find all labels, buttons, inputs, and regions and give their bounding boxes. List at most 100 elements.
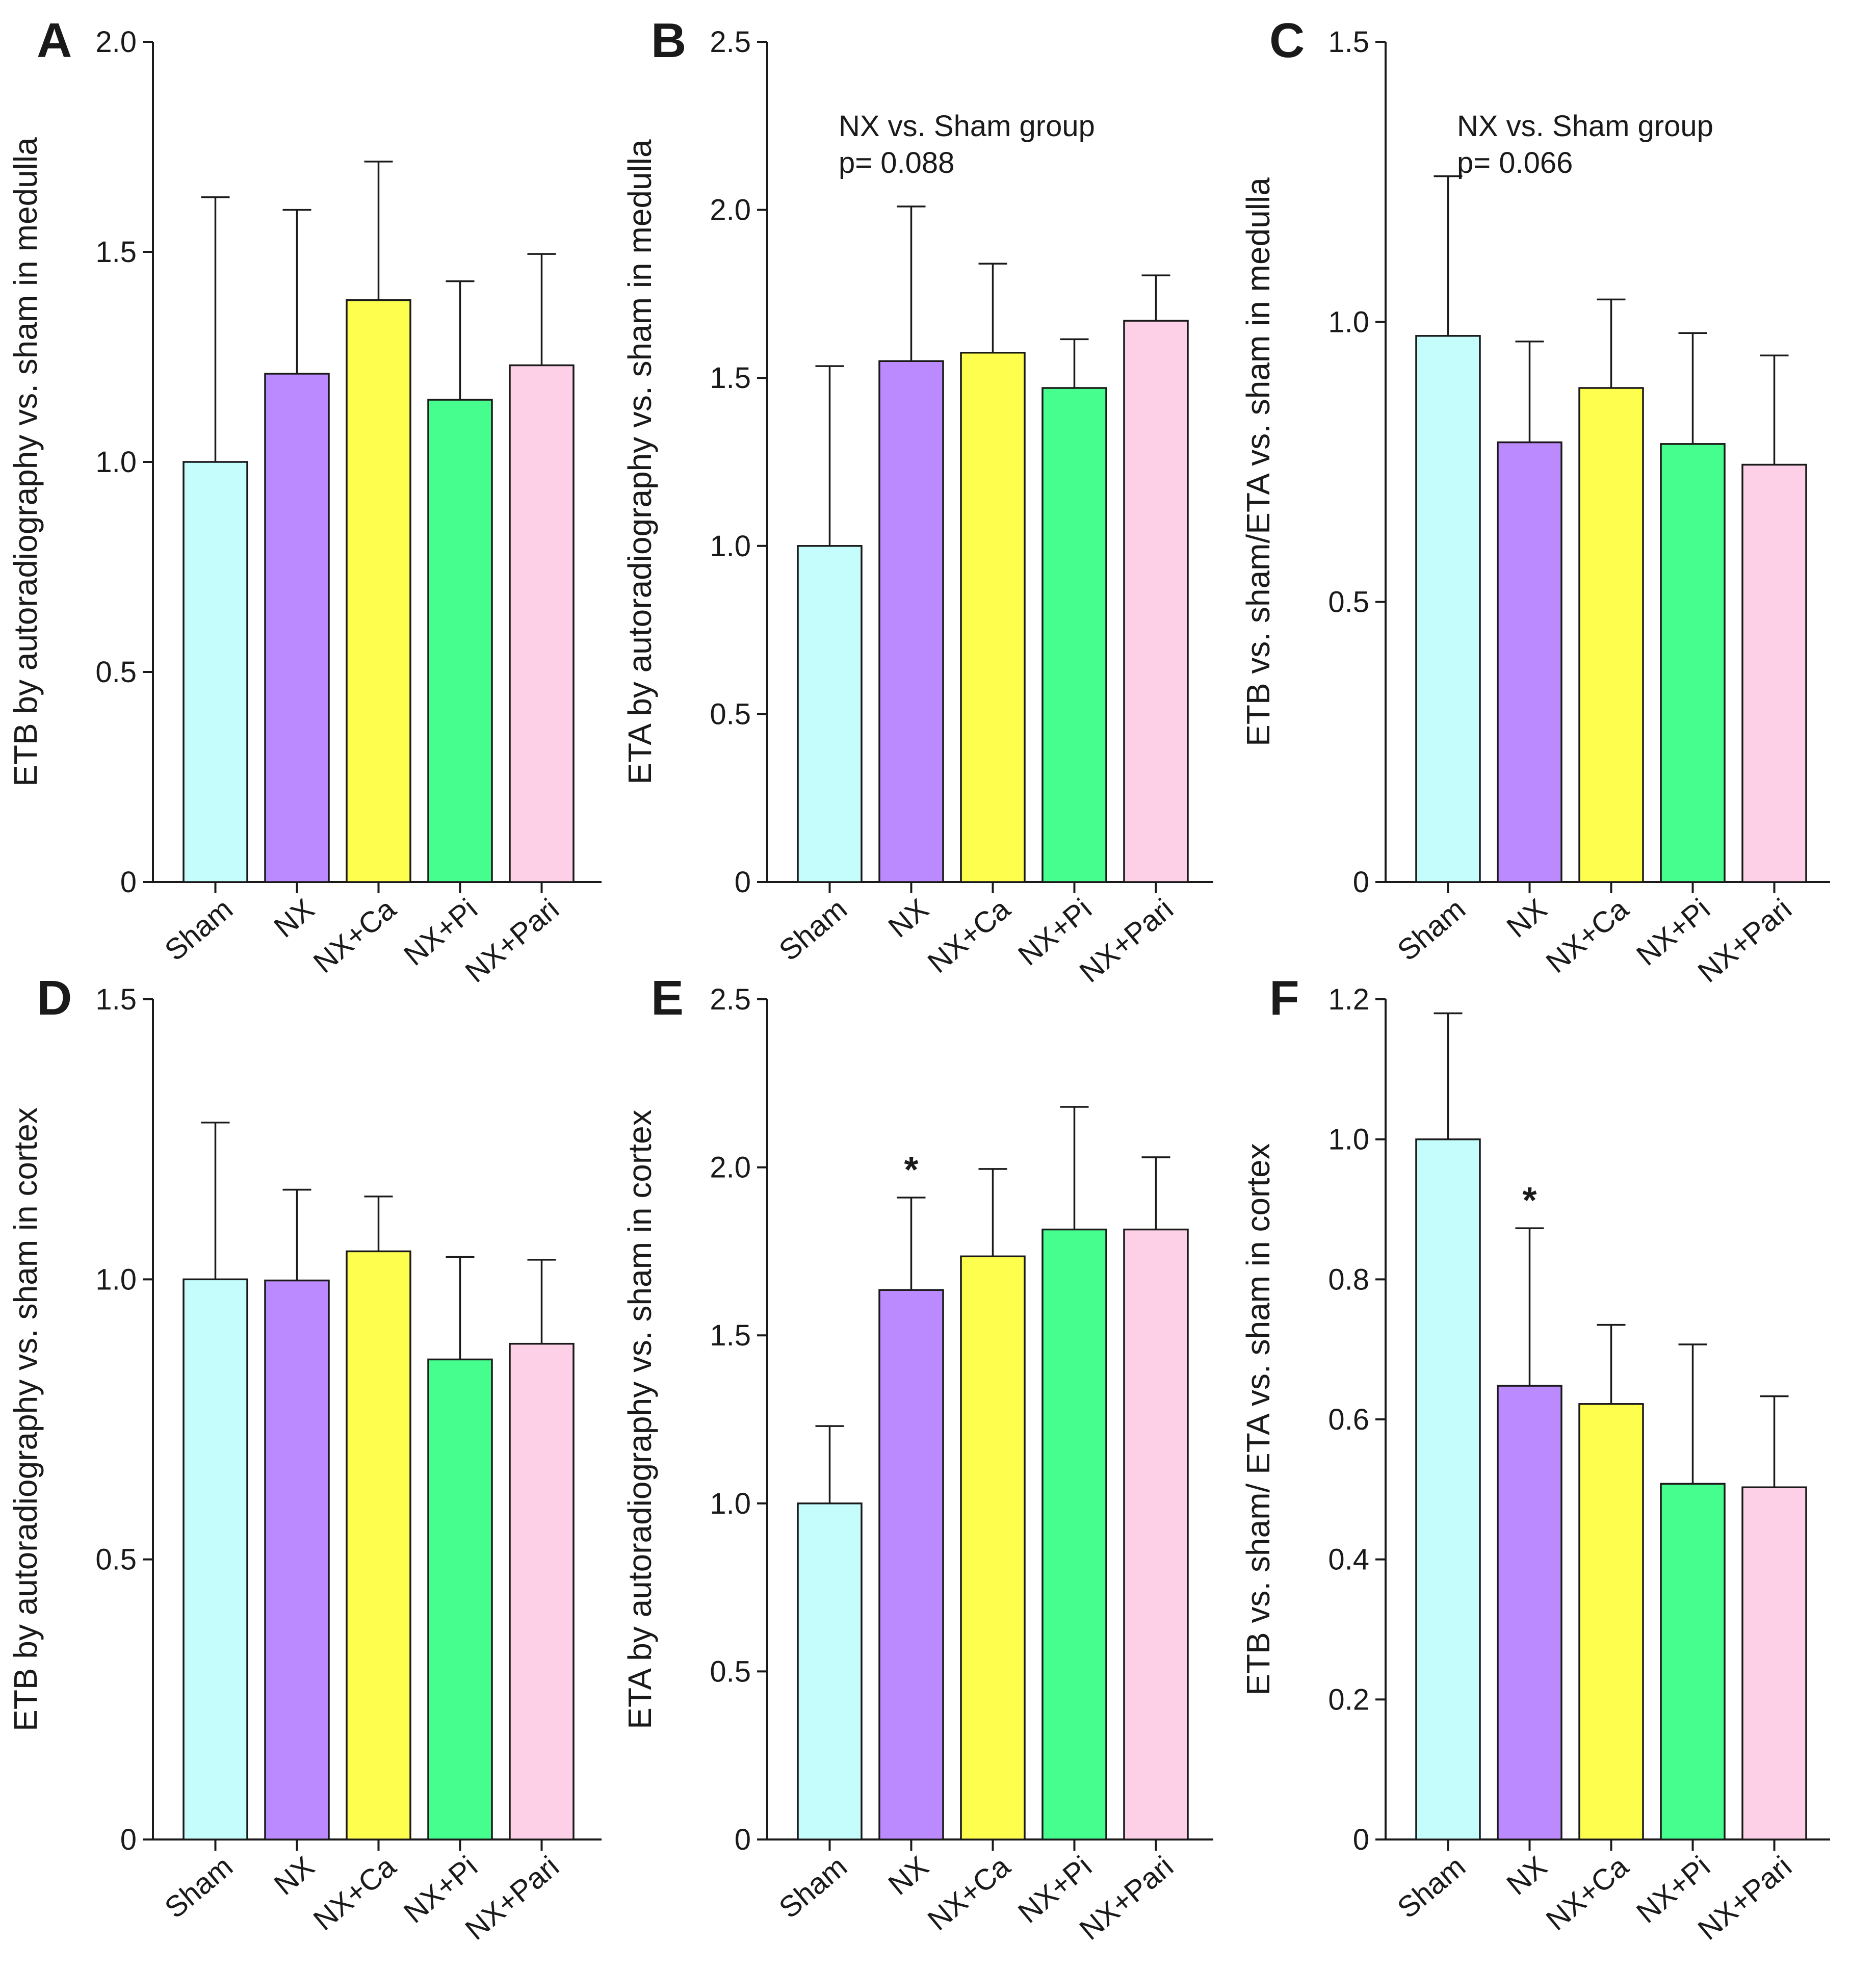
- bar-sham: [1415, 1138, 1481, 1841]
- bar-nx-ca: [1578, 1403, 1644, 1841]
- panel-label: C: [1269, 13, 1305, 68]
- x-tick-label: Sham: [159, 892, 239, 967]
- x-tick-label: NX: [1500, 892, 1553, 944]
- x-tick-label: NX+Pari: [1691, 892, 1797, 989]
- bar-nx-ca: [1578, 387, 1644, 883]
- bar-nx-pi: [1041, 1228, 1107, 1841]
- significance-star: *: [1522, 1180, 1536, 1221]
- panel-label: A: [37, 13, 72, 68]
- x-tick-label: Sham: [1391, 892, 1472, 967]
- y-tick-label: 2.5: [710, 983, 751, 1016]
- bar-sham: [797, 545, 863, 883]
- y-tick-label: 0.6: [1328, 1403, 1369, 1436]
- y-tick-label: 0.2: [1328, 1683, 1369, 1716]
- y-tick-label: 0: [735, 866, 751, 899]
- bar-nx-pari: [509, 1342, 575, 1841]
- panel-d: D ETB by autoradiography vs. sham in cort…: [7, 971, 602, 1947]
- panel-a: A ETB by autoradiography vs. sham in medu…: [7, 13, 602, 989]
- y-tick-label: 0.5: [710, 697, 751, 731]
- y-axis-label: ETB by autoradiography vs. sham in corte…: [7, 1107, 44, 1731]
- annotation-line: p= 0.088: [839, 146, 954, 179]
- panel-label: D: [37, 971, 72, 1025]
- y-tick-label: 0: [735, 1823, 751, 1856]
- bar-nx: [878, 360, 944, 883]
- x-tick-label: NX: [268, 892, 321, 944]
- y-tick-label: 1.0: [95, 446, 137, 479]
- bar-nx-pari: [1741, 1486, 1807, 1841]
- y-axis-label: ETA by autoradiography vs. sham in corte…: [621, 1109, 658, 1729]
- y-tick-label: 1.0: [95, 1263, 137, 1296]
- bar-nx: [1497, 1385, 1562, 1841]
- bar-nx-pi: [1041, 387, 1107, 883]
- y-axis-label: ETB vs. sham/ETA vs. sham in medulla: [1240, 177, 1276, 746]
- bar-nx: [264, 373, 330, 883]
- x-tick-label: NX+Ca: [922, 1850, 1017, 1937]
- y-tick-label: 2.5: [710, 25, 751, 59]
- annotation-line: p= 0.066: [1457, 146, 1573, 179]
- x-tick-label: NX+Ca: [1540, 892, 1635, 979]
- bar-sham: [183, 461, 248, 883]
- bar-nx-pi: [427, 399, 493, 883]
- bar-nx-pi: [1660, 1483, 1726, 1841]
- x-tick-label: Sham: [773, 1850, 853, 1925]
- y-tick-label: 1.5: [710, 1319, 751, 1352]
- bar-nx-pi: [1660, 443, 1726, 883]
- significance-star: *: [904, 1150, 918, 1190]
- x-tick-label: NX: [268, 1850, 321, 1902]
- y-tick-label: 2.0: [95, 25, 137, 59]
- y-tick-label: 0.5: [95, 656, 137, 689]
- bar-nx-ca: [960, 352, 1026, 883]
- y-axis-label: ETA by autoradiography vs. sham in medul…: [621, 139, 658, 785]
- annotation-line: NX vs. Sham group: [839, 110, 1095, 143]
- y-tick-label: 2.0: [710, 194, 751, 227]
- bar-nx-ca: [346, 299, 411, 883]
- panel-c: C ETB vs. sham/ETA vs. sham in medulla 0 0.…: [1240, 13, 1830, 989]
- y-tick-label: 1.5: [710, 361, 751, 395]
- panel-label: F: [1269, 971, 1299, 1025]
- y-tick-label: 0.5: [710, 1655, 751, 1688]
- bar-nx-ca: [960, 1255, 1026, 1841]
- x-tick-label: Sham: [1391, 1850, 1472, 1925]
- bar-nx-ca: [346, 1250, 411, 1841]
- y-tick-label: 0: [1353, 1823, 1369, 1856]
- y-tick-label: 0.4: [1328, 1543, 1369, 1576]
- panel-b: B ETA by autoradiography vs. sham in medu…: [621, 13, 1213, 989]
- y-tick-label: 0: [120, 866, 137, 899]
- y-tick-label: 1.0: [710, 530, 751, 563]
- x-tick-label: NX+Ca: [307, 1850, 403, 1937]
- bar-nx-pi: [427, 1358, 493, 1841]
- bar-nx: [1497, 441, 1562, 883]
- annotation-line: NX vs. Sham group: [1457, 110, 1713, 143]
- bar-sham: [183, 1278, 248, 1841]
- bar-nx-pari: [509, 364, 575, 883]
- y-tick-label: 0.5: [1328, 586, 1369, 619]
- bar-sham: [797, 1502, 863, 1841]
- panel-e: E ETA by autoradiography vs. sham in cort…: [621, 971, 1213, 1947]
- bar-nx-pari: [1123, 320, 1189, 883]
- x-tick-label: NX+Pari: [459, 892, 565, 989]
- y-tick-label: 1.0: [1328, 1123, 1369, 1156]
- x-tick-label: NX+Pari: [1073, 1850, 1179, 1947]
- y-tick-label: 1.5: [95, 236, 137, 269]
- y-axis-label: ETB by autoradiography vs. sham in medul…: [7, 137, 44, 787]
- panel-label: B: [651, 13, 686, 68]
- x-tick-label: Sham: [159, 1850, 239, 1925]
- x-tick-label: NX+Ca: [1540, 1850, 1635, 1937]
- bar-sham: [1415, 335, 1481, 883]
- y-tick-label: 0: [1353, 866, 1369, 899]
- y-tick-label: 2.0: [710, 1151, 751, 1184]
- panel-f: F ETB vs. sham/ ETA vs. sham in cortex 0 0.…: [1240, 971, 1830, 1947]
- x-tick-label: NX+Pari: [1691, 1850, 1797, 1947]
- bar-nx: [878, 1289, 944, 1841]
- bar-nx: [264, 1279, 330, 1841]
- y-tick-label: 1.0: [710, 1487, 751, 1520]
- x-tick-label: NX+Pari: [1073, 892, 1179, 989]
- x-tick-label: Sham: [773, 892, 853, 967]
- x-tick-label: NX+Pari: [459, 1850, 565, 1947]
- y-tick-label: 0.5: [95, 1543, 137, 1576]
- y-tick-label: 0: [120, 1823, 137, 1856]
- bar-nx-pari: [1123, 1228, 1189, 1841]
- x-tick-label: NX: [882, 1850, 935, 1902]
- y-axis-label: ETB vs. sham/ ETA vs. sham in cortex: [1240, 1143, 1276, 1696]
